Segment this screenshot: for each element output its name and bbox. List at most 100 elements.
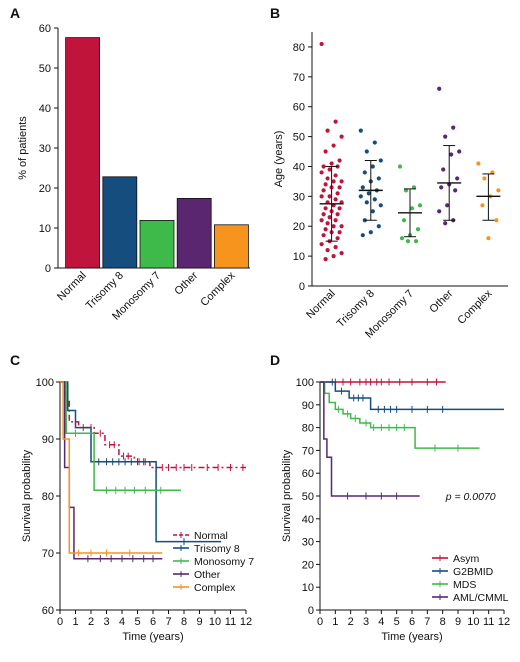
panel-d-y-tick-label: 10 — [302, 582, 314, 594]
panel-b-point — [325, 248, 330, 253]
panel-b-point — [337, 230, 342, 235]
panel-a-y-tick-label: 50 — [39, 63, 51, 75]
panel-c-curve-complex — [60, 381, 163, 554]
panel-b-point — [397, 164, 403, 169]
panel-b-point — [339, 224, 344, 229]
panel-b-point — [372, 140, 377, 145]
panel-b-point — [445, 203, 450, 208]
panel-d-x-tick-label: 2 — [348, 616, 354, 628]
panel-a-bar-monosomy-7 — [139, 219, 175, 269]
panel-b-point — [378, 158, 383, 163]
panel-d-y-tick-label: 60 — [302, 468, 314, 480]
panel-c-x-axis-label: Time (years) — [122, 631, 183, 643]
panel-b-point — [319, 218, 324, 223]
panel-c-x-tick-label: 7 — [165, 616, 171, 628]
panel-b-y-axis-label: Age (years) — [273, 131, 285, 188]
panel-d-y-tick-label: 100 — [296, 377, 314, 389]
panel-b-point — [329, 161, 334, 166]
panel-d-y-tick-label: 20 — [302, 559, 314, 571]
panel-c-x-tick-label: 12 — [240, 616, 252, 628]
panel-d-letter: D — [270, 352, 280, 368]
panel-d-x-tick-label: 9 — [455, 616, 461, 628]
panel-d-y-axis-label: Survival probability — [281, 449, 293, 542]
panel-c-x-tick-label: 5 — [134, 616, 140, 628]
panel-b-point — [333, 173, 338, 178]
panel-b-point — [417, 203, 423, 208]
panel-b-point — [333, 119, 338, 124]
panel-b-point — [443, 221, 448, 226]
panel-d-x-tick-label: 12 — [498, 616, 510, 628]
panel-b-point — [437, 86, 442, 91]
panel-b-point — [370, 164, 375, 169]
panel-b-point — [325, 128, 330, 133]
panel-b-y-tick-label: 60 — [293, 102, 305, 114]
panel-d-y-tick-label: 90 — [302, 400, 314, 412]
panel-a-bar-trisomy-8 — [102, 176, 138, 269]
panel-b-point — [335, 236, 340, 241]
panel-b-point — [331, 224, 336, 229]
panel-c-x-tick-label: 1 — [72, 616, 78, 628]
panel-a-y-tick-label: 0 — [45, 263, 51, 275]
panel-b-point — [323, 257, 328, 262]
panel-b-point — [335, 191, 340, 196]
panel-b-point — [339, 251, 344, 256]
panel-b-point — [405, 239, 411, 244]
panel-c-legend-label-monosomy-7: Monosomy 7 — [194, 556, 254, 568]
panel-b-point — [333, 245, 338, 250]
panel-a-y-tick-label: 40 — [39, 103, 51, 115]
panel-b-point — [339, 179, 344, 184]
panel-d-x-tick-label: 4 — [378, 616, 384, 628]
panel-d-curve-g2bmid — [320, 381, 504, 411]
panel-c-x-tick-label: 6 — [150, 616, 156, 628]
panel-b-point — [376, 176, 381, 181]
panel-c-x-tick-label: 11 — [225, 616, 236, 628]
panel-b-y-tick-label: 10 — [293, 251, 305, 263]
panel-b-point — [337, 185, 342, 190]
panel-b-point — [449, 152, 454, 157]
panel-b-point — [441, 167, 446, 172]
panel-d-y-tick-label: 0 — [308, 605, 314, 617]
panel-c-curve-monosomy-7 — [60, 381, 181, 492]
panel-b-point — [486, 236, 491, 241]
panel-b-point — [337, 158, 342, 163]
panel-b-point — [437, 209, 442, 214]
panel-b-point — [321, 188, 326, 193]
panel-d-x-tick-label: 3 — [363, 616, 369, 628]
panel-b-point — [325, 221, 330, 226]
panel-d-x-tick-label: 8 — [440, 616, 446, 628]
panel-c-curve-trisomy-8 — [60, 381, 222, 543]
panel-d-legend-label-g2bmid: G2BMID — [453, 566, 494, 578]
panel-b-x-tick-label: Other — [427, 287, 455, 315]
panel-a-x-tick-label: Normal — [55, 270, 89, 304]
panel-d-y-tick-label: 30 — [302, 537, 314, 549]
panel-b-y-tick-label: 20 — [293, 221, 305, 233]
panel-d-legend-label-mds: MDS — [453, 579, 476, 591]
panel-b-point — [455, 176, 460, 181]
panel-c-curve-normal — [60, 381, 246, 469]
panel-b-point — [321, 212, 326, 217]
panel-c-x-tick-label: 8 — [181, 616, 187, 628]
panel-b-y-tick-label: 70 — [293, 72, 305, 84]
panel-d-x-tick-label: 7 — [424, 616, 430, 628]
panel-b-point — [337, 206, 342, 211]
panel-b-point — [364, 200, 369, 205]
panel-d-y-tick-label: 70 — [302, 445, 314, 457]
panel-b-point — [401, 218, 407, 223]
panel-b-point — [370, 209, 375, 214]
panel-a-x-tick-label: Other — [172, 269, 200, 297]
panel-b-point — [362, 170, 367, 175]
panel-b-point — [335, 212, 340, 217]
panel-b-point — [331, 143, 336, 148]
panel-b-y-tick-label: 0 — [299, 281, 305, 293]
panel-d-legend-label-asym: Asym — [453, 553, 480, 565]
panel-d-x-tick-label: 5 — [394, 616, 400, 628]
panel-a-y-tick-label: 20 — [39, 183, 51, 195]
panel-d-y-tick-label: 40 — [302, 514, 314, 526]
panel-b-x-tick-label: Normal — [304, 288, 338, 322]
panel-d-x-tick-label: 1 — [332, 616, 338, 628]
panel-b-point — [482, 176, 487, 181]
panel-b-point — [496, 188, 501, 193]
panel-c-legend-label-other: Other — [194, 569, 221, 581]
